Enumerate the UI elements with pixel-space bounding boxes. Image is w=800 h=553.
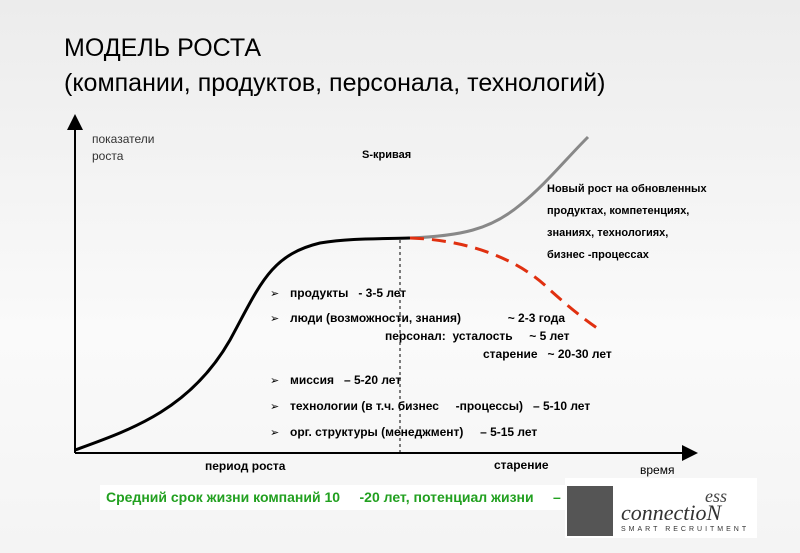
title-line: МОДЕЛЬ РОСТА xyxy=(64,34,261,62)
new-growth-text: Новый рост на обновленных xyxy=(547,183,707,195)
s-curve xyxy=(74,236,411,452)
bullet-text: технологии (в т.ч. бизнес -процессы) – 5… xyxy=(290,399,591,413)
bullet-text: персонал: усталость ~ 5 лет xyxy=(385,329,570,343)
y-axis-label: роста xyxy=(92,149,124,163)
decline-curve xyxy=(409,236,601,332)
bullet-text: миссия – 5-20 лет xyxy=(290,373,402,387)
bullet-text: продукты - 3-5 лет xyxy=(290,286,407,300)
new-growth-text: бизнес -процессах xyxy=(547,249,649,261)
title-line: (компании, продуктов, персонала, техноло… xyxy=(64,69,606,97)
new-growth-curve xyxy=(409,135,590,240)
bullet-marker: ➢ xyxy=(270,375,280,387)
curve-label: S-кривая xyxy=(362,149,412,161)
new-growth-text: продуктах, компетенциях, xyxy=(547,205,690,217)
bullet-marker: ➢ xyxy=(270,288,280,300)
y-axis-label: показатели xyxy=(92,132,155,146)
logo-text: ess xyxy=(705,486,727,506)
bullet-text: люди (возможности, знания) ~ 2-3 года xyxy=(290,311,566,325)
new-growth-text: знаниях, технологиях, xyxy=(547,227,669,239)
footer-text: Средний срок жизни компаний 10 -20 лет, … xyxy=(106,489,600,505)
bullet-marker: ➢ xyxy=(270,427,280,439)
x-label: старение xyxy=(494,458,549,472)
logo: ess connectioN SMART RECRUITMENT xyxy=(565,478,757,538)
logo-text: SMART RECRUITMENT xyxy=(621,526,750,533)
bullet-text: старение ~ 20-30 лет xyxy=(483,347,612,361)
logo-image xyxy=(567,486,613,536)
bullet-marker: ➢ xyxy=(270,313,280,325)
x-label: период роста xyxy=(205,459,286,473)
bullet-text: орг. структуры (менеджмент) – 5-15 лет xyxy=(290,425,538,439)
bullet-marker: ➢ xyxy=(270,401,280,413)
x-axis-label: время xyxy=(640,463,675,477)
logo-text: connectioN xyxy=(621,500,722,525)
